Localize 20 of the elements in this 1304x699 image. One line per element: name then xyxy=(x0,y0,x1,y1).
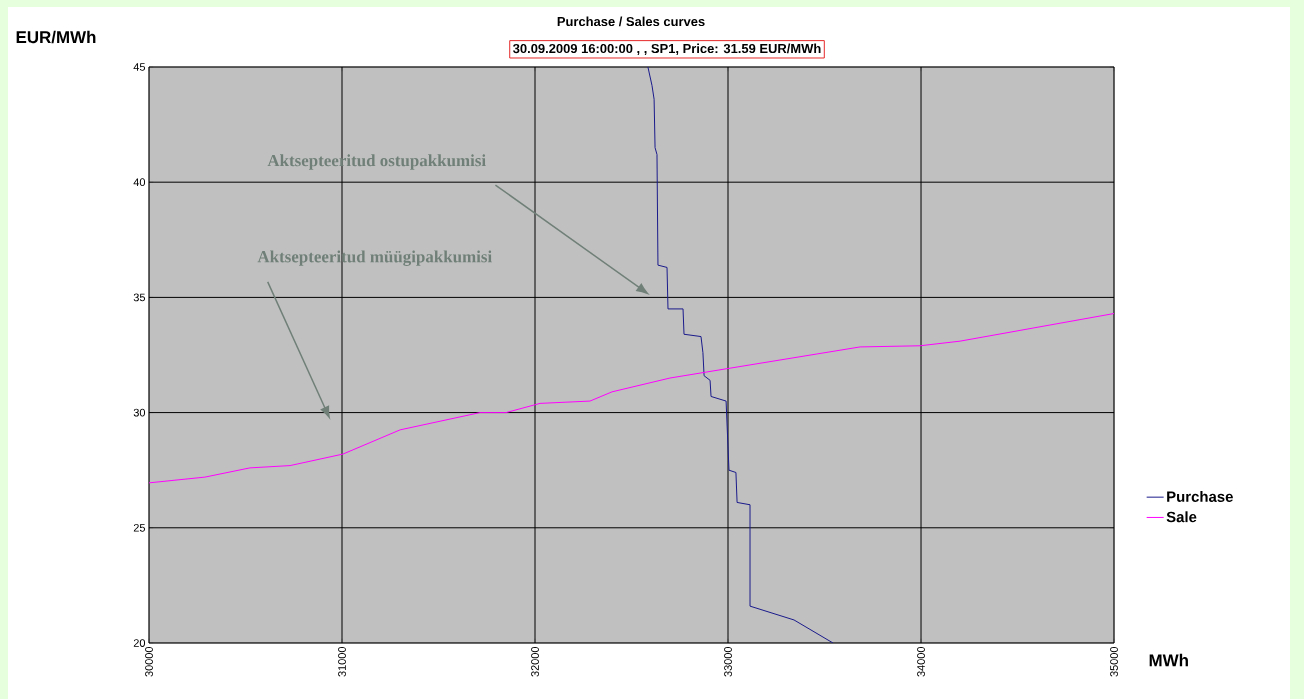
y-tick-label: 20 xyxy=(133,639,146,647)
y-axis-title: EUR/MWh xyxy=(16,30,96,44)
y-tick-label: 25 xyxy=(133,523,146,532)
x-tick-label: 35000 xyxy=(1110,646,1118,677)
x-tick-label: 34000 xyxy=(917,646,925,677)
x-tick-label: 33000 xyxy=(724,646,732,677)
legend-label: Purchase xyxy=(1167,491,1233,502)
chart-subtitle: 30.09.2009 16:00:00 , , SP1, Price: 31.59 EUR/MWh xyxy=(513,43,821,55)
legend-label: Sale xyxy=(1166,511,1197,523)
x-axis-title: MWh xyxy=(1149,653,1188,667)
y-tick-label: 45 xyxy=(133,63,146,71)
line-series xyxy=(647,66,834,643)
x-tick-label: 32000 xyxy=(531,646,539,677)
x-tick-label: 30000 xyxy=(145,646,153,677)
y-tick-label: 30 xyxy=(133,408,146,417)
y-tick-label: 40 xyxy=(133,178,146,187)
line-series xyxy=(149,313,1115,484)
chart-title: Purchase / Sales curves xyxy=(557,16,705,27)
x-tick-label: 31000 xyxy=(338,646,346,677)
y-tick-label: 35 xyxy=(133,293,146,302)
